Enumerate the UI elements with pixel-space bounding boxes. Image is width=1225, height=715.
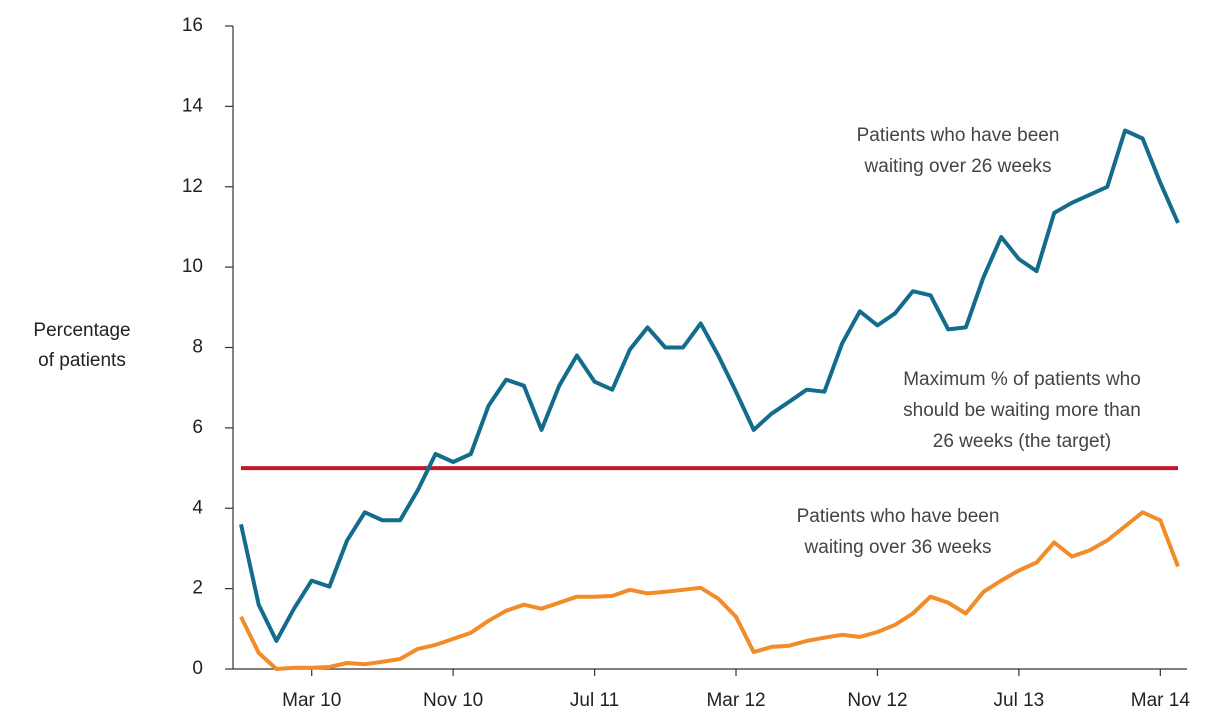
- x-tick-label: Jul 13: [994, 690, 1045, 711]
- y-axis-label: of patients: [38, 350, 126, 371]
- y-tick-label: 6: [192, 417, 203, 438]
- series-label: waiting over 36 weeks: [804, 537, 992, 558]
- target-label: Maximum % of patients who: [903, 369, 1141, 390]
- y-tick-label: 14: [182, 95, 204, 116]
- y-tick-label: 16: [182, 15, 203, 36]
- x-tick-label: Mar 14: [1131, 690, 1191, 711]
- y-axis-label: Percentage: [33, 320, 130, 341]
- x-tick-label: Jul 11: [570, 690, 619, 711]
- series-label: Patients who have been: [857, 125, 1060, 146]
- series-line: [239, 128, 1180, 643]
- y-tick-label: 4: [192, 497, 203, 518]
- y-tick-label: 0: [192, 658, 203, 679]
- series-label: waiting over 26 weeks: [864, 156, 1052, 177]
- series-line: [239, 510, 1180, 671]
- x-tick-label: Nov 10: [423, 690, 483, 711]
- target-label: 26 weeks (the target): [933, 431, 1111, 452]
- y-tick-label: 12: [182, 176, 203, 197]
- target-label: should be waiting more than: [903, 400, 1141, 421]
- x-tick-label: Mar 10: [282, 690, 341, 711]
- y-tick-label: 2: [192, 578, 203, 599]
- y-tick-label: 10: [182, 256, 203, 277]
- x-tick-label: Nov 12: [847, 690, 907, 711]
- series-label: Patients who have been: [797, 506, 1000, 527]
- y-tick-label: 8: [192, 337, 203, 358]
- x-tick-label: Mar 12: [706, 690, 765, 711]
